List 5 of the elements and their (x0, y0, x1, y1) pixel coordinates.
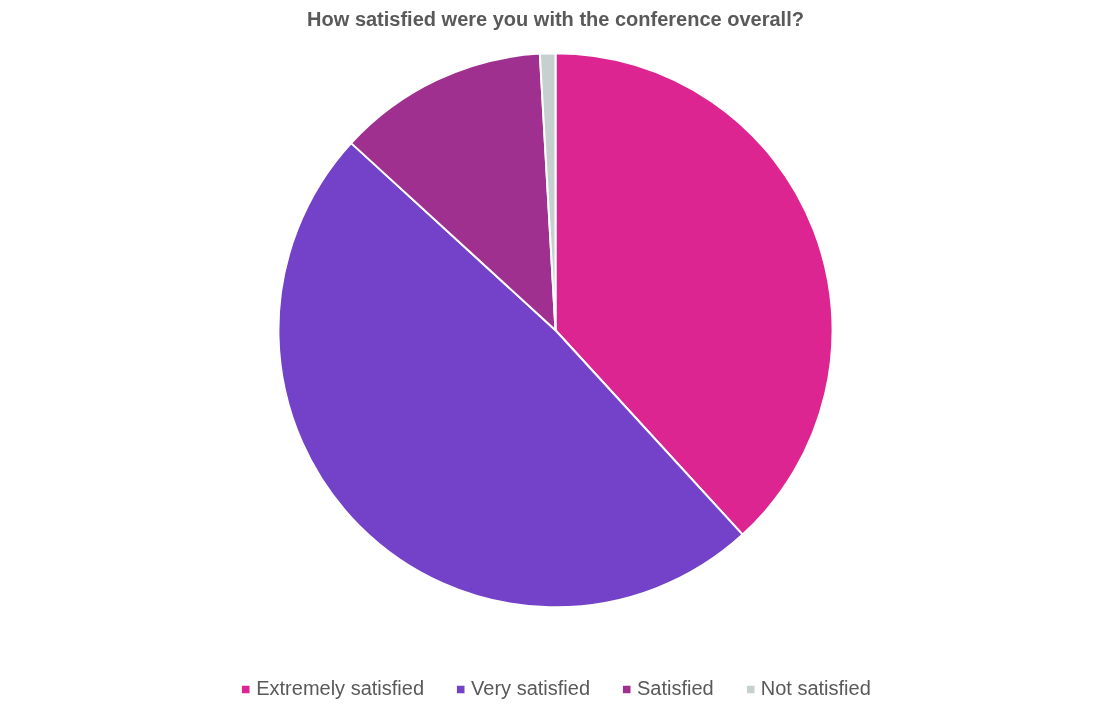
legend-label: Satisfied (637, 677, 714, 700)
chart-title: How satisfied were you with the conference overall? (307, 7, 804, 30)
legend-label: Extremely satisfied (256, 677, 425, 700)
legend-label: Not satisfied (760, 677, 871, 700)
legend-label: Very satisfied (471, 677, 591, 700)
